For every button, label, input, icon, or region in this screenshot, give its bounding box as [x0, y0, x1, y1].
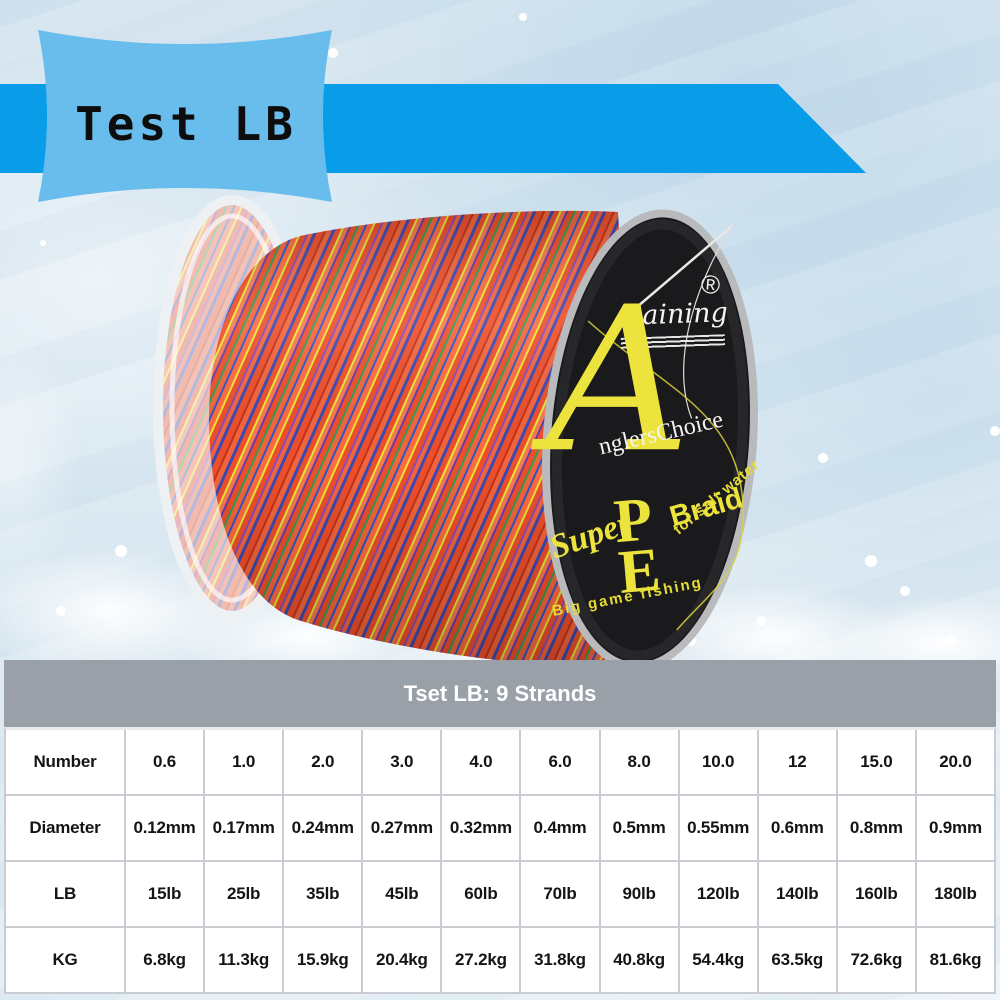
spool-label: ® Gaining A nglersChoice Super PE Braid …: [524, 199, 786, 682]
spec-cell: 31.8kg: [521, 928, 599, 992]
spec-cell: 54.4kg: [679, 928, 757, 992]
spec-row-label: Number: [6, 730, 124, 794]
banner-flag: [38, 30, 332, 202]
spec-cell: 0.17mm: [205, 796, 283, 860]
spec-cell: 25lb: [205, 862, 283, 926]
spec-cell: 0.9mm: [916, 796, 994, 860]
spec-cell: 11.3kg: [205, 928, 283, 992]
spec-cell: 0.24mm: [284, 796, 362, 860]
spec-cell: 20.4kg: [363, 928, 441, 992]
spec-cell: 0.4mm: [521, 796, 599, 860]
spec-cell: 0.5mm: [600, 796, 678, 860]
spec-cell: 0.32mm: [442, 796, 520, 860]
water-sparkles: [40, 240, 46, 246]
fishing-rod-icon: [587, 223, 744, 631]
spec-cell: 63.5kg: [758, 928, 836, 992]
spec-cell: 140lb: [758, 862, 836, 926]
spec-cell: 60lb: [442, 862, 520, 926]
spec-row-label: LB: [6, 862, 124, 926]
spec-cell: 27.2kg: [442, 928, 520, 992]
spec-cell: 40.8kg: [600, 928, 678, 992]
spec-cell: 10.0: [679, 730, 757, 794]
spec-cell: 0.27mm: [363, 796, 441, 860]
spec-cell: 20.0: [916, 730, 994, 794]
spec-table-title: Tset LB: 9 Strands: [4, 660, 996, 727]
spec-cell: 160lb: [837, 862, 915, 926]
spec-cell: 72.6kg: [837, 928, 915, 992]
line-pack: [208, 210, 645, 669]
banner-title: Test LB: [75, 97, 297, 151]
spec-cell: 15.0: [837, 730, 915, 794]
spec-cell: 2.0: [284, 730, 362, 794]
spec-row-label: KG: [6, 928, 124, 992]
spec-cell: 0.6: [126, 730, 204, 794]
spec-cell: 6.0: [521, 730, 599, 794]
spec-cell: 120lb: [679, 862, 757, 926]
spec-cell: 1.0: [205, 730, 283, 794]
spec-table-grid: Number 0.6 1.0 2.0 3.0 4.0 6.0 8.0 10.0 12 15.0 20.…: [4, 727, 996, 994]
spec-cell: 45lb: [363, 862, 441, 926]
spec-cell: 0.6mm: [758, 796, 836, 860]
spec-cell: 81.6kg: [916, 928, 994, 992]
spec-cell: 0.12mm: [126, 796, 204, 860]
spec-cell: 15.9kg: [284, 928, 362, 992]
spec-cell: 4.0: [442, 730, 520, 794]
spool-label-disc: [542, 209, 758, 671]
registered-trademark-icon: ®: [699, 268, 722, 301]
spec-cell: 6.8kg: [126, 928, 204, 992]
spec-cell: 70lb: [521, 862, 599, 926]
spec-cell: 35lb: [284, 862, 362, 926]
spec-row-label: Diameter: [6, 796, 124, 860]
spec-cell: 3.0: [363, 730, 441, 794]
spec-table: Tset LB: 9 Strands Number 0.6 1.0 2.0 3.0 4.0…: [4, 660, 996, 994]
spec-cell: 180lb: [916, 862, 994, 926]
spec-cell: 0.8mm: [837, 796, 915, 860]
spec-cell: 0.55mm: [679, 796, 757, 860]
spec-cell: 15lb: [126, 862, 204, 926]
spec-cell: 90lb: [600, 862, 678, 926]
spec-cell: 8.0: [600, 730, 678, 794]
spec-cell: 12: [758, 730, 836, 794]
loose-line-strand: [587, 320, 744, 631]
